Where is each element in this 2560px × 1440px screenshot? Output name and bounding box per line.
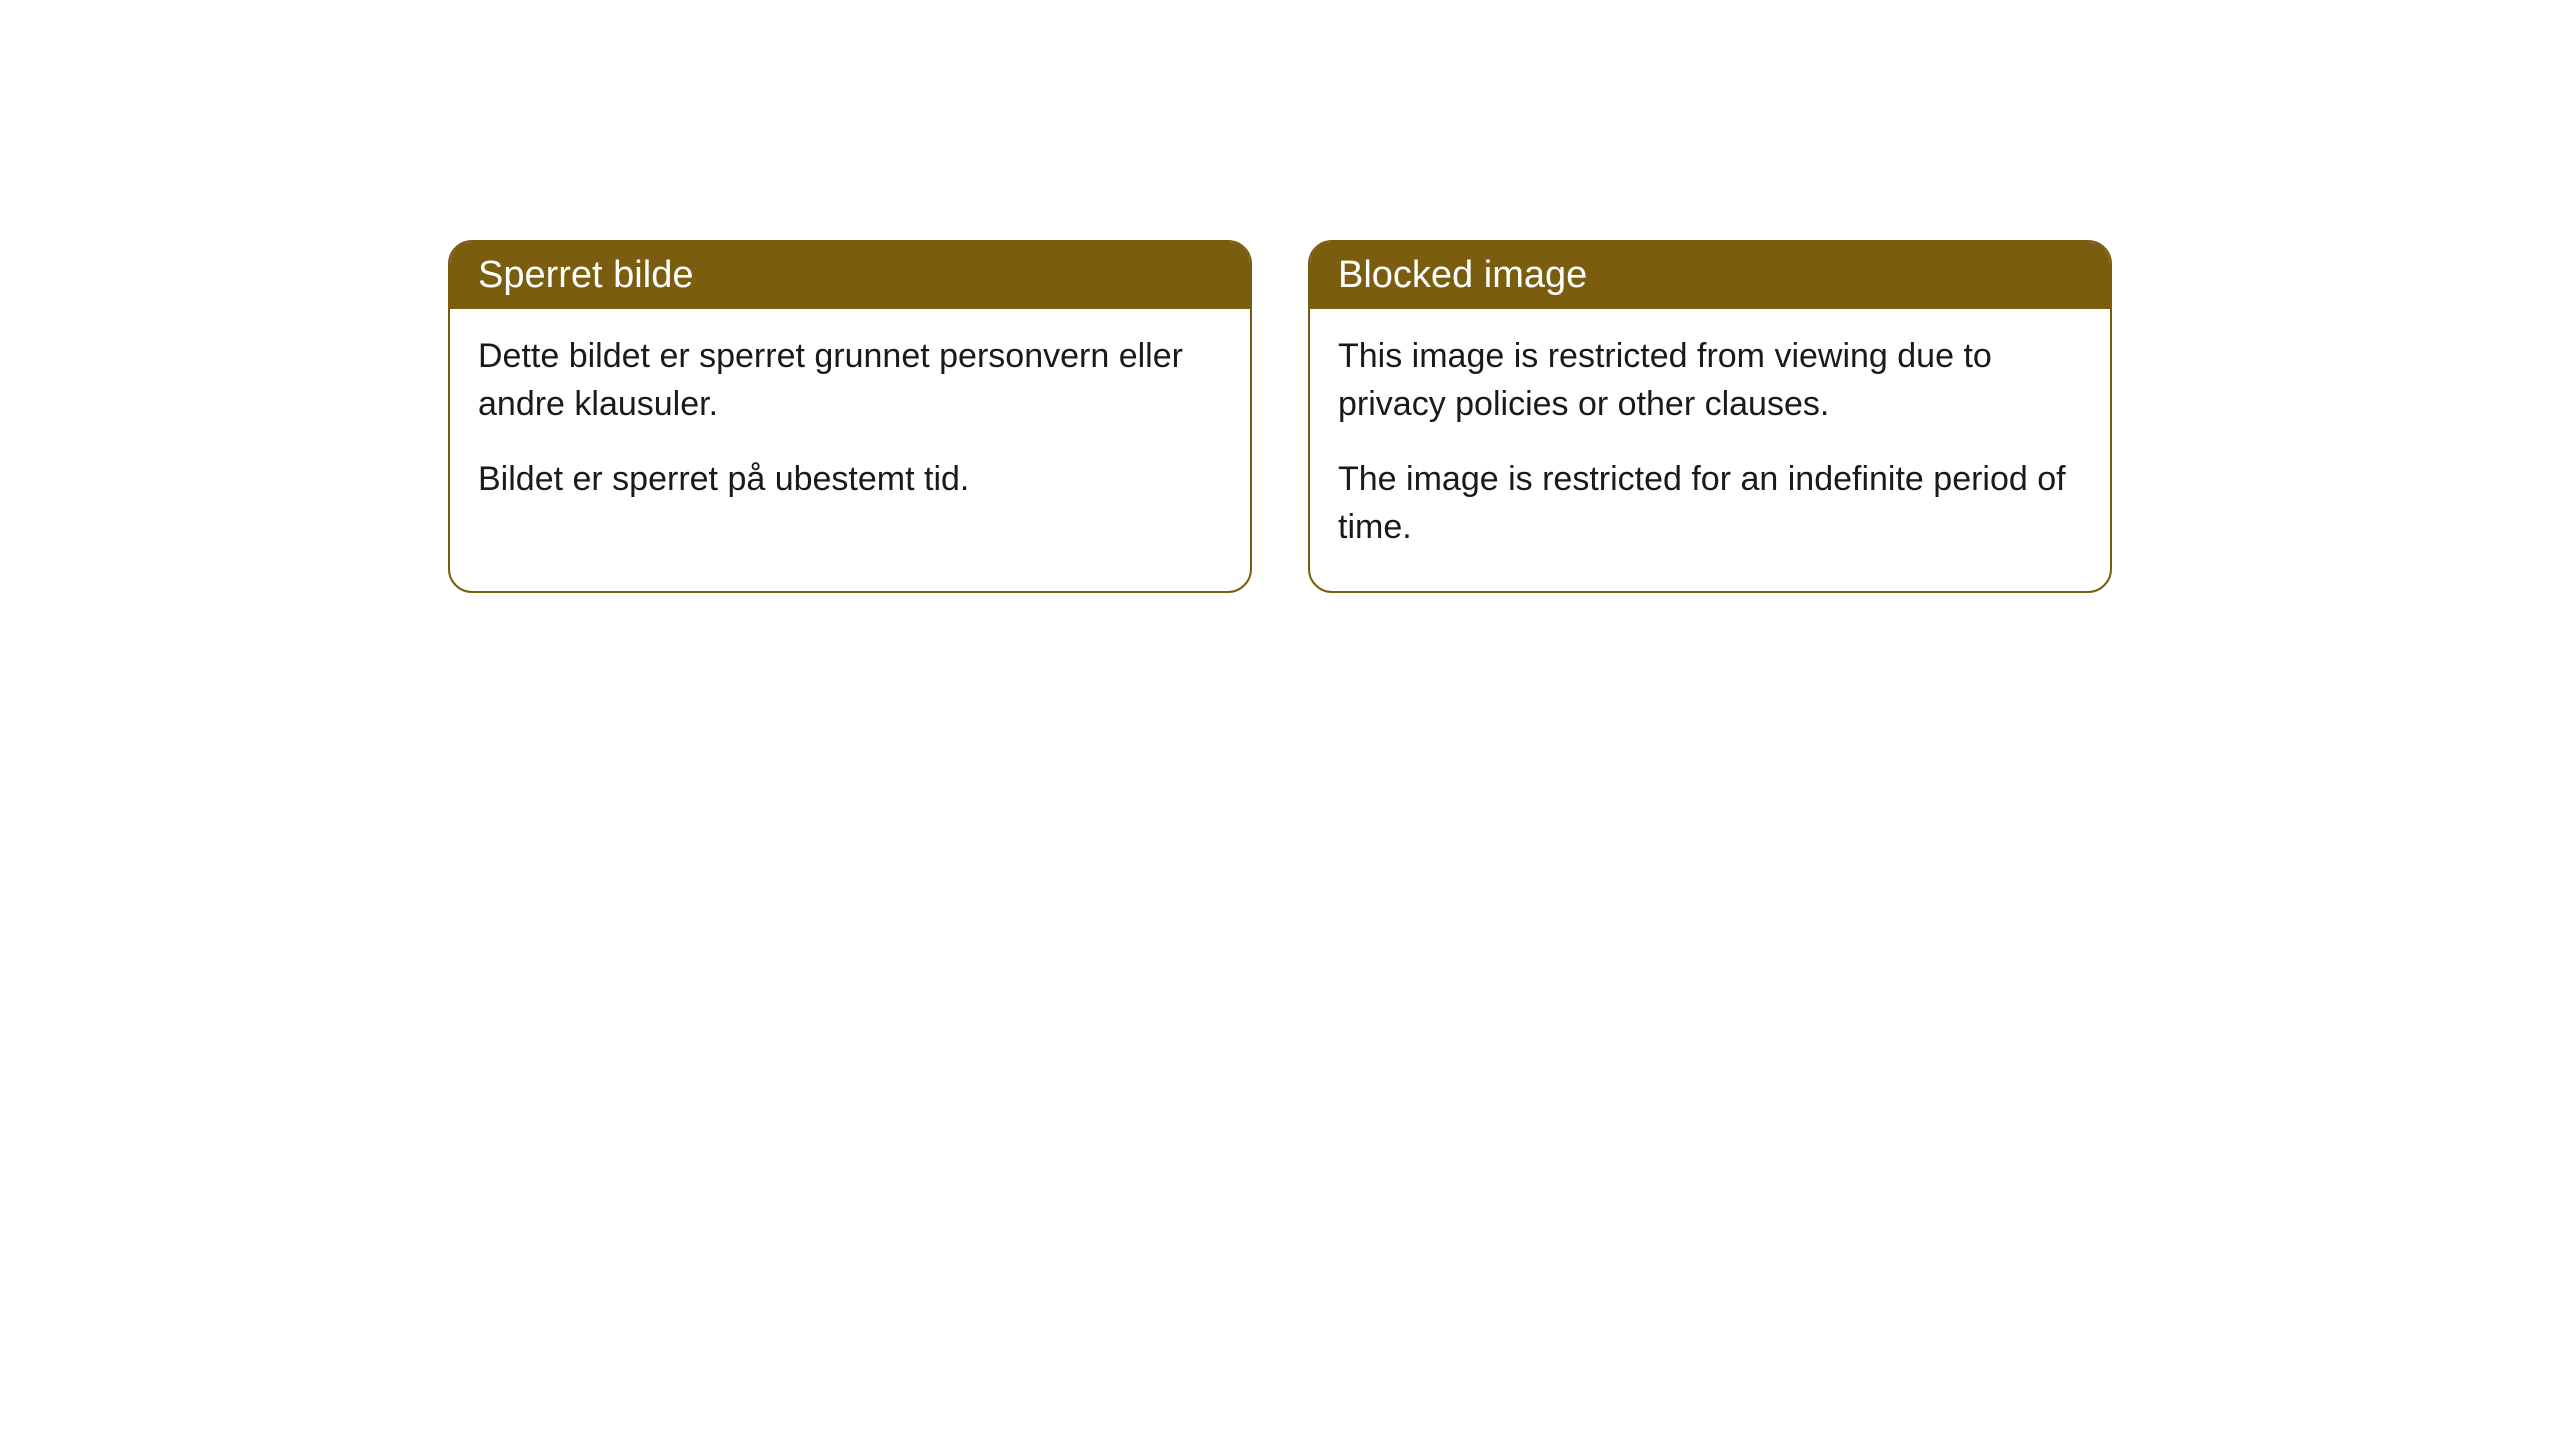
card-title: Sperret bilde bbox=[478, 254, 693, 296]
card-body: Dette bildet er sperret grunnet personve… bbox=[450, 309, 1250, 544]
card-header: Blocked image bbox=[1310, 242, 2110, 309]
card-title: Blocked image bbox=[1338, 254, 1587, 296]
blocked-image-card-english: Blocked image This image is restricted f… bbox=[1308, 240, 2112, 593]
card-paragraph: Bildet er sperret på ubestemt tid. bbox=[478, 456, 1222, 504]
cards-container: Sperret bilde Dette bildet er sperret gr… bbox=[0, 0, 2560, 593]
card-header: Sperret bilde bbox=[450, 242, 1250, 309]
card-paragraph: This image is restricted from viewing du… bbox=[1338, 333, 2082, 428]
card-body: This image is restricted from viewing du… bbox=[1310, 309, 2110, 591]
card-paragraph: The image is restricted for an indefinit… bbox=[1338, 456, 2082, 551]
blocked-image-card-norwegian: Sperret bilde Dette bildet er sperret gr… bbox=[448, 240, 1252, 593]
card-paragraph: Dette bildet er sperret grunnet personve… bbox=[478, 333, 1222, 428]
